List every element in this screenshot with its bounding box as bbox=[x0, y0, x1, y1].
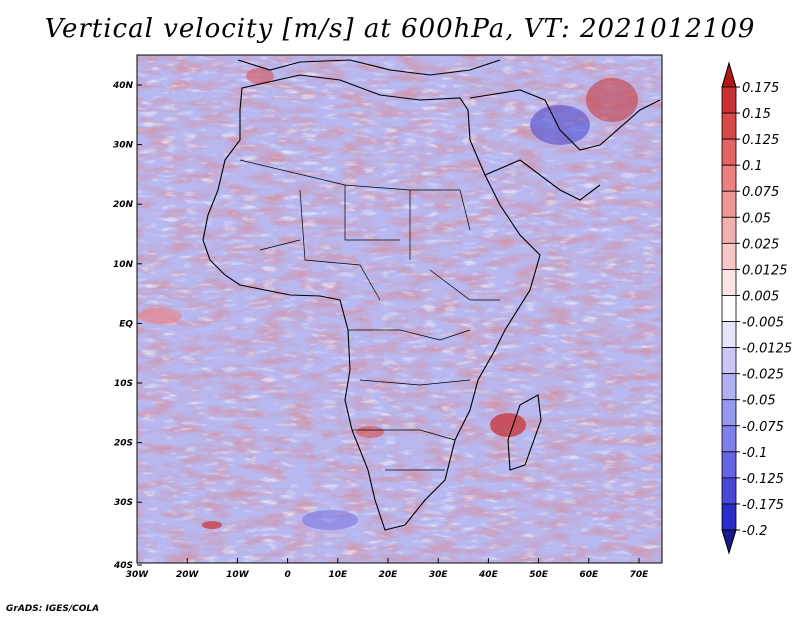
colorbar-label: 0.175 bbox=[742, 81, 779, 96]
lon-tick-label: 50E bbox=[529, 570, 549, 580]
colorbar-swatch bbox=[721, 373, 737, 401]
colorbar-swatch bbox=[721, 503, 737, 531]
colorbar-swatch bbox=[721, 138, 737, 166]
lon-tick-label: 30W bbox=[126, 570, 150, 580]
colorbar-label: -0.1 bbox=[742, 446, 767, 461]
colorbar-swatch bbox=[721, 321, 737, 348]
colorbar-swatch bbox=[721, 451, 737, 479]
colorbar: 0.175 0.15 0.125 0.1 0.075 0.05 0.025 0.0125 0.0… bbox=[721, 61, 792, 555]
colorbar-label: -0.005 bbox=[742, 316, 784, 331]
colorbar-label: 0.05 bbox=[742, 211, 771, 226]
lat-tick-label: 30N bbox=[113, 141, 134, 151]
colorbar-label: -0.125 bbox=[742, 472, 784, 487]
colorbar-label: 0.005 bbox=[742, 289, 779, 304]
credit-text: GrADS: IGES/COLA bbox=[6, 604, 100, 614]
colorbar-label: -0.075 bbox=[742, 420, 784, 435]
country-borders bbox=[239, 159, 500, 471]
colorbar-swatch bbox=[721, 425, 737, 453]
lat-tick-label: 20S bbox=[114, 439, 133, 449]
velocity-field bbox=[137, 55, 662, 563]
lat-tick-label: 30S bbox=[114, 498, 133, 508]
lon-tick-label: 20E bbox=[379, 570, 399, 580]
colorbar-label: 0.1 bbox=[742, 159, 763, 174]
colorbar-swatch bbox=[721, 347, 737, 375]
colorbar-max-arrow bbox=[721, 61, 737, 88]
longitude-axis: 30W 20W 10W 0 10E 20E 30E 40E 50E 60E 70E bbox=[126, 558, 649, 580]
lat-tick-label: 10N bbox=[113, 260, 134, 270]
colorbar-swatch bbox=[721, 86, 737, 114]
lon-tick-label: 40E bbox=[478, 570, 499, 580]
plot-frame bbox=[136, 54, 663, 564]
lon-tick-label: 30E bbox=[429, 570, 449, 580]
colorbar-label: 0.15 bbox=[742, 107, 771, 122]
colorbar-label: 0.075 bbox=[742, 185, 779, 200]
colorbar-swatch bbox=[721, 216, 737, 244]
colorbar-label: -0.0125 bbox=[742, 342, 792, 357]
colorbar-swatch bbox=[721, 242, 737, 270]
colorbar-label: -0.05 bbox=[742, 394, 776, 409]
lon-tick-label: 60E bbox=[579, 570, 599, 580]
lon-tick-label: 10W bbox=[226, 570, 250, 580]
lat-tick-label: 20N bbox=[113, 200, 134, 210]
colorbar-swatch bbox=[721, 112, 737, 140]
colorbar-min-arrow bbox=[721, 529, 737, 555]
colorbar-swatch bbox=[721, 269, 737, 296]
lon-tick-label: 20W bbox=[176, 570, 200, 580]
colorbar-label: -0.2 bbox=[742, 524, 767, 539]
lon-tick-label: 10E bbox=[328, 570, 348, 580]
colorbar-swatch bbox=[721, 295, 737, 322]
lat-tick-label: EQ bbox=[119, 319, 133, 329]
lon-tick-label: 70E bbox=[630, 570, 650, 580]
colorbar-label: 0.0125 bbox=[742, 263, 788, 278]
colorbar-swatch bbox=[721, 477, 737, 505]
latitude-axis: 40N 30N 20N 10N EQ 10S 20S 30S 40S bbox=[112, 81, 142, 571]
colorbar-swatch bbox=[721, 164, 737, 192]
lat-tick-label: 40S bbox=[113, 561, 133, 571]
colorbar-swatch bbox=[721, 399, 737, 427]
lat-tick-label: 10S bbox=[114, 379, 133, 389]
coastlines bbox=[202, 59, 661, 531]
colorbar-swatch bbox=[721, 190, 737, 218]
colorbar-label: -0.025 bbox=[742, 368, 784, 383]
colorbar-label: -0.175 bbox=[742, 498, 784, 513]
colorbar-label: 0.125 bbox=[742, 133, 779, 148]
lon-tick-label: 0 bbox=[284, 570, 290, 580]
chart-title: Vertical velocity [m/s] at 600hPa, VT: 2… bbox=[44, 14, 756, 44]
lat-tick-label: 40N bbox=[112, 81, 134, 91]
colorbar-label: 0.025 bbox=[742, 237, 779, 252]
